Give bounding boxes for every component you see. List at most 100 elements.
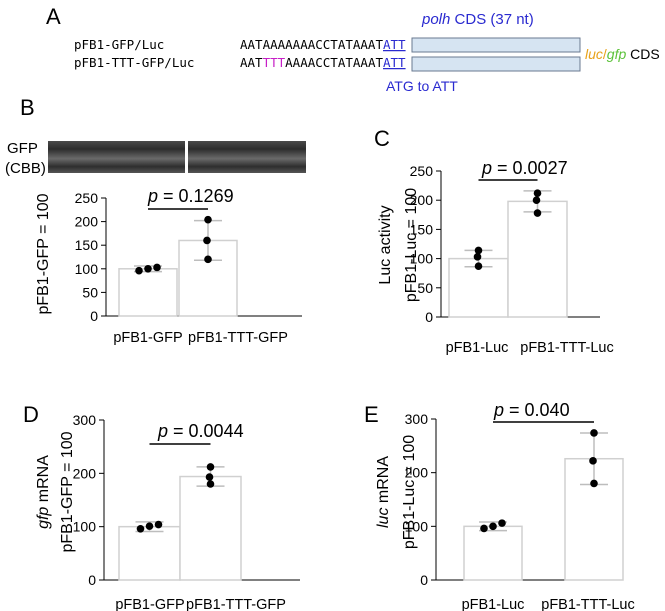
category-label-1: pFB1-Luc [446,340,509,356]
sequence-1-part-0: AATAAAAAAACCTATAAAT [240,37,383,52]
data-point [204,215,212,224]
category-label-2: pFB1-TTT-Luc [541,597,634,611]
y-tick-label: 150 [410,221,434,237]
chart-b: B 0 50 100 150 200 250 pFB1-GFP pFB1-TTT-GFP p = … [20,95,302,346]
gel-label-top: GFP [7,140,38,157]
reporter-slash: / [603,46,607,62]
data-point [474,246,483,255]
data-point [154,520,163,529]
y-tick-label: 200 [73,465,97,481]
y-tick-label: 100 [410,251,434,267]
data-point [153,263,161,272]
y-tick-label: 200 [405,465,429,481]
category-label-2: pFB1-TTT-Luc [520,340,613,356]
p-value-number: = 0.040 [504,400,570,420]
sequence-1-part-1: ATT [383,37,406,52]
p-value-label: p = 0.0027 [481,158,568,178]
data-point [532,196,541,204]
cds-header-rest: CDS (37 nt) [450,11,533,28]
y-axis-label-line-1: pFB1-GFP = 100 [35,193,52,314]
y-tick-label: 100 [405,518,429,534]
bar-1 [118,268,178,317]
sequence-2: AATTTTAAAACCTATAAATATT [240,55,406,70]
data-point [206,480,215,488]
reporter-label: luc/gfp CDS [585,46,660,62]
y-axis-label-segment: gfp [35,507,52,529]
y-axis-label-line-2: pFB1-GFP = 100 [59,431,76,552]
y-tick-label: 0 [425,309,433,325]
y-tick-label: 0 [420,572,428,588]
y-tick-label: 150 [75,237,99,253]
panel-a-label: A [46,4,61,29]
y-tick-label: 50 [82,284,98,300]
y-tick-label: 100 [75,261,99,277]
p-value-label: p = 0.0044 [157,421,244,441]
cds-box-2 [411,56,581,72]
reporter-gfp: gfp [607,46,627,62]
data-point [203,236,211,245]
gel-blot: GFP (CBB) [5,140,306,177]
p-italic: p [493,400,504,420]
y-tick-label: 0 [88,572,96,588]
chart-d: D 0 100 200 300 pFB1-GFP pFB1-TTT-GFP p = 0.004… [23,402,300,611]
y-axis-label-line-1: luc mRNA [375,456,392,528]
construct-name-1: pFB1-GFP/Luc [74,37,164,52]
y-axis-label-line-2: pFB1-Luc = 100 [403,188,420,302]
y-axis-label-segment: pFB1-GFP = 100 [35,193,52,314]
chart-e: E 0 100 200 300 pFB1-Luc pFB1-TTT-Luc p = 0.040… [364,400,635,611]
panel-c-label: C [374,126,390,151]
cds-box-1 [411,37,581,53]
data-point [144,265,152,273]
chart-c: C 0 50 100 150 200 250 pFB1-Luc pFB1-TTT-Luc p = … [374,126,614,356]
y-axis-label-segment: luc [375,508,392,528]
category-label-1: pFB1-GFP [113,330,182,346]
data-point [533,209,542,217]
gel-label-bottom: (CBB) [5,160,46,177]
sequence-2-part-1: TTT [263,55,286,70]
y-tick-label: 250 [410,163,434,179]
data-point [473,253,482,261]
data-point [204,255,212,264]
bar-1 [463,525,523,581]
p-italic: p [157,421,168,441]
category-label-2: pFB1-TTT-GFP [188,330,288,346]
panel-b-label: B [20,95,35,120]
y-tick-label: 200 [75,214,99,230]
y-tick-label: 300 [73,412,97,428]
data-point [489,522,497,531]
charts: B 0 50 100 150 200 250 pFB1-GFP pFB1-TTT-GFP p = … [20,95,635,611]
y-axis-label-line-1: Luc activity [377,205,394,284]
p-value-number: = 0.1269 [158,186,234,206]
gel-splice-line [185,141,188,173]
data-point [205,473,214,481]
mutation-note: ATG to ATT [386,78,458,94]
gel-image [48,141,306,173]
panel-e-label: E [364,402,379,427]
data-point [474,262,483,270]
y-tick-label: 300 [405,411,429,427]
p-italic: p [147,186,158,206]
reporter-luc: luc [585,46,603,62]
data-point [480,524,488,533]
y-axis-label-segment: mRNA [35,455,52,507]
data-point [136,525,145,533]
data-point [533,189,542,197]
bar-2 [179,475,242,581]
y-tick-label: 250 [75,190,99,206]
p-value-number: = 0.0044 [168,421,244,441]
panel-a: A polh CDS (37 nt) pFB1-GFP/Luc pFB1-TTT… [46,4,660,94]
y-axis-label-segment: pFB1-Luc = 100 [403,188,420,302]
data-point [498,519,506,527]
data-point [206,463,215,471]
data-point [590,429,598,437]
y-axis-label-segment: mRNA [375,456,392,508]
category-label-1: pFB1-GFP [115,597,184,611]
data-point [590,479,598,488]
p-value-label: p = 0.040 [493,400,570,420]
data-point [135,266,143,275]
category-label-1: pFB1-Luc [462,597,525,611]
sequence-1: AATAAAAAAACCTATAAATATT [240,37,406,52]
p-value-label: p = 0.1269 [147,186,234,206]
p-value-number: = 0.0027 [492,158,568,178]
